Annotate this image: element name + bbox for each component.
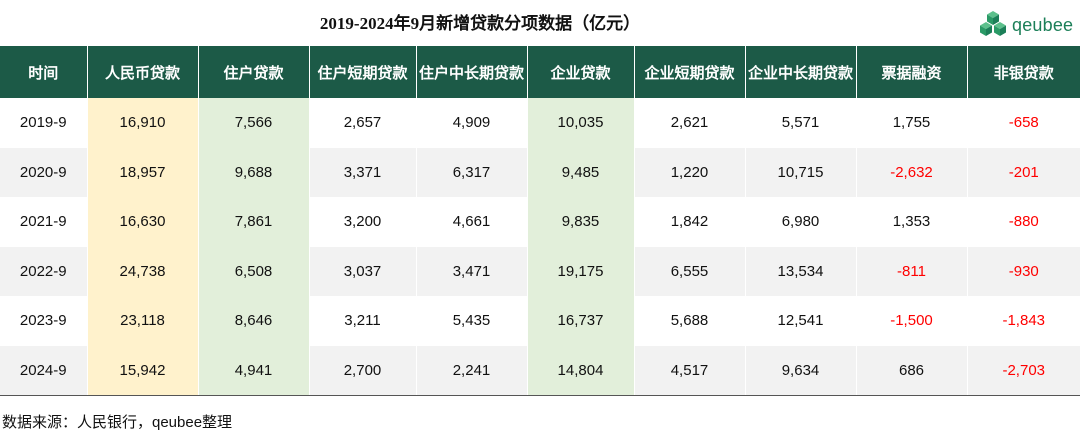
table-cell: 14,804 — [527, 345, 635, 395]
table-cell: 6,555 — [634, 246, 746, 296]
table-cell: 24,738 — [87, 246, 199, 296]
table-cell: 9,688 — [198, 147, 310, 197]
table-cell: 3,211 — [309, 296, 417, 346]
table-cell: 16,630 — [87, 197, 199, 247]
table-cell: 4,941 — [198, 345, 310, 395]
table-cell: 5,435 — [416, 296, 528, 346]
table-cell: 1,842 — [634, 197, 746, 247]
table-cell: 16,910 — [87, 98, 199, 148]
table-cell: 5,688 — [634, 296, 746, 346]
table-cell: -1,500 — [856, 296, 968, 346]
column-header: 住户中长期贷款 — [416, 46, 528, 98]
table-body: 2019-9 16,910 7,566 2,657 4,909 10,035 2,621 5,… — [0, 98, 1080, 395]
table-cell: 4,661 — [416, 197, 528, 247]
table-cell: 7,861 — [198, 197, 310, 247]
table-cell: 7,566 — [198, 98, 310, 148]
table-cell: -658 — [967, 98, 1080, 148]
table-cell: 9,835 — [527, 197, 635, 247]
table-cell: 3,037 — [309, 246, 417, 296]
table-cell: 5,571 — [745, 98, 857, 148]
table-row: 2019-9 16,910 7,566 2,657 4,909 10,035 2,621 5,… — [0, 98, 1080, 148]
table-cell: 3,471 — [416, 246, 528, 296]
table-cell: 3,371 — [309, 147, 417, 197]
row-period-cell: 2019-9 — [0, 98, 88, 148]
cube-cluster-logo-icon — [980, 11, 1006, 36]
row-period-cell: 2022-9 — [0, 246, 88, 296]
logo: qeubee — [978, 10, 1073, 40]
table-cell: 9,485 — [527, 147, 635, 197]
table-cell: 1,353 — [856, 197, 968, 247]
column-header: 时间 — [0, 46, 88, 98]
table-cell: -930 — [967, 246, 1080, 296]
table-cell: 2,700 — [309, 345, 417, 395]
table-cell: 19,175 — [527, 246, 635, 296]
logo-text: qeubee — [1012, 14, 1074, 35]
column-header: 非银贷款 — [967, 46, 1080, 98]
source-note: 数据来源：人民银行，qeubee整理 — [2, 414, 233, 431]
table-cell: 12,541 — [745, 296, 857, 346]
table-cell: 10,035 — [527, 98, 635, 148]
table-cell: 10,715 — [745, 147, 857, 197]
chart-title: 2019-2024年9月新增贷款分项数据（亿元） — [319, 14, 641, 33]
table-cell: 18,957 — [87, 147, 199, 197]
row-period-cell: 2021-9 — [0, 197, 88, 247]
column-header: 企业短期贷款 — [634, 46, 746, 98]
table-cell: 16,737 — [527, 296, 635, 346]
table-cell: 1,755 — [856, 98, 968, 148]
loan-data-table: 时间 人民币贷款 住户贷款 住户短期贷款 住户中长期贷款 企业贷款 企业短期贷款 企业中长期贷… — [0, 46, 1080, 395]
table-cell: 6,980 — [745, 197, 857, 247]
table-cell: 2,621 — [634, 98, 746, 148]
table-cell: 15,942 — [87, 345, 199, 395]
table-cell: 6,508 — [198, 246, 310, 296]
table-cell: 23,118 — [87, 296, 199, 346]
table-cell: -880 — [967, 197, 1080, 247]
table-cell: 2,241 — [416, 345, 528, 395]
column-header: 企业中长期贷款 — [745, 46, 857, 98]
table-cell: 4,909 — [416, 98, 528, 148]
table-row: 2023-9 23,118 8,646 3,211 5,435 16,737 5,688 12… — [0, 296, 1080, 346]
column-header: 住户贷款 — [198, 46, 310, 98]
table-row: 2024-9 15,942 4,941 2,700 2,241 14,804 4,517 9,… — [0, 345, 1080, 395]
table-cell: -811 — [856, 246, 968, 296]
column-header: 住户短期贷款 — [309, 46, 417, 98]
table-cell: 3,200 — [309, 197, 417, 247]
table-row: 2022-9 24,738 6,508 3,037 3,471 19,175 6,555 13… — [0, 246, 1080, 296]
table-cell: -201 — [967, 147, 1080, 197]
column-header: 票据融资 — [856, 46, 968, 98]
table-cell: -2,632 — [856, 147, 968, 197]
table-cell: 8,646 — [198, 296, 310, 346]
table-cell: 4,517 — [634, 345, 746, 395]
row-period-cell: 2020-9 — [0, 147, 88, 197]
table-cell: 13,534 — [745, 246, 857, 296]
table-cell: -2,703 — [967, 345, 1080, 395]
row-period-cell: 2023-9 — [0, 296, 88, 346]
table-row: 2020-9 18,957 9,688 3,371 6,317 9,485 1,220 10,… — [0, 147, 1080, 197]
table-bottom-border — [0, 395, 1080, 396]
table-cell: -1,843 — [967, 296, 1080, 346]
table-cell: 6,317 — [416, 147, 528, 197]
column-header: 企业贷款 — [527, 46, 635, 98]
row-period-cell: 2024-9 — [0, 345, 88, 395]
table-cell: 686 — [856, 345, 968, 395]
table-cell: 1,220 — [634, 147, 746, 197]
table-cell: 9,634 — [745, 345, 857, 395]
table-row: 2021-9 16,630 7,861 3,200 4,661 9,835 1,842 6,9… — [0, 197, 1080, 247]
table-header-row: 时间 人民币贷款 住户贷款 住户短期贷款 住户中长期贷款 企业贷款 企业短期贷款 企业中长期贷… — [0, 46, 1080, 98]
table-cell: 2,657 — [309, 98, 417, 148]
column-header: 人民币贷款 — [87, 46, 199, 98]
